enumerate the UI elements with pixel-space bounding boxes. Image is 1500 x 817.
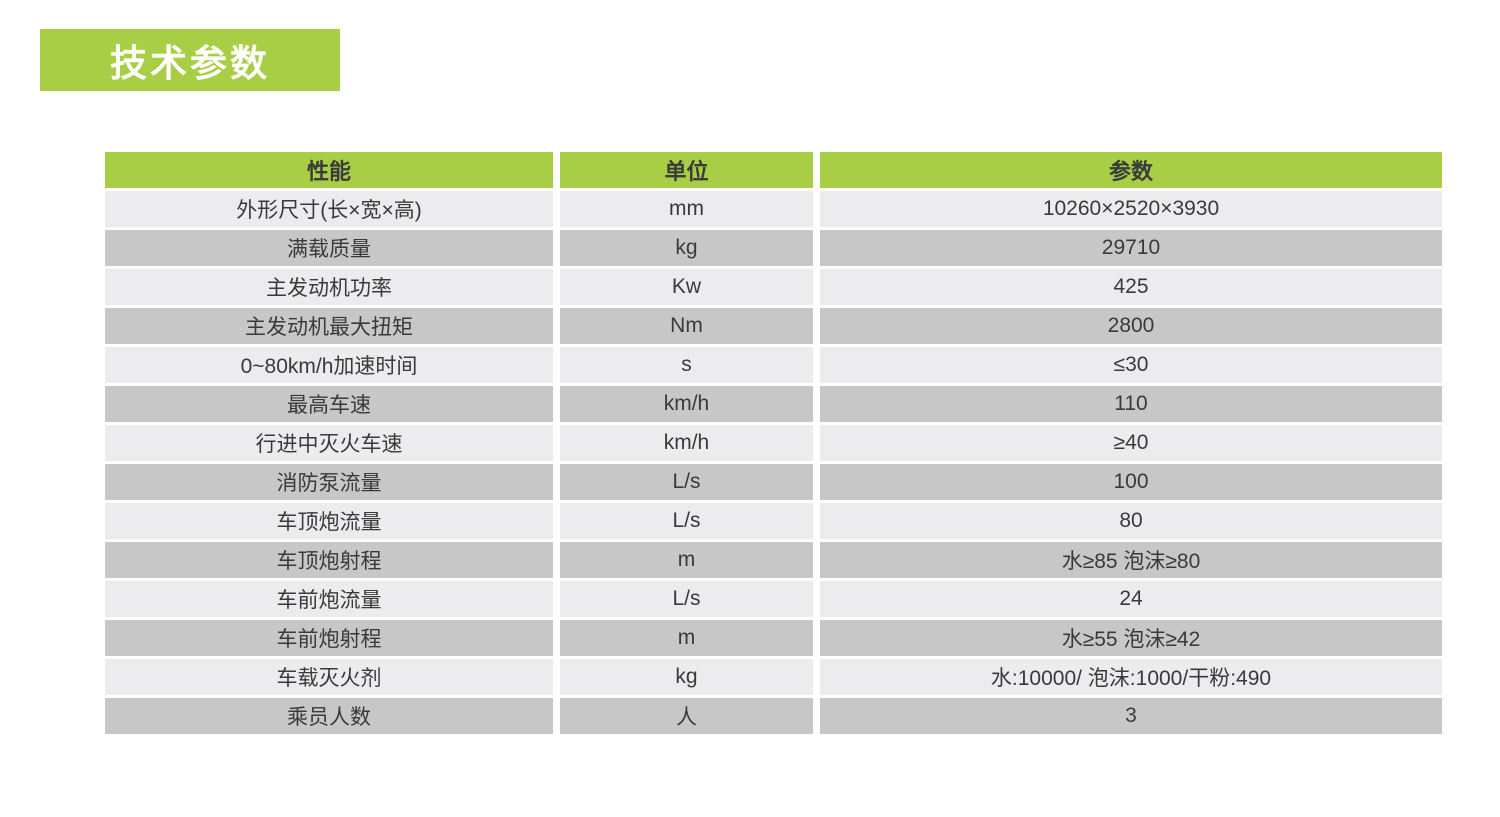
table-row: 车顶炮射程 m 水≥85 泡沫≥80 <box>105 542 1442 581</box>
column-header-parameter: 参数 <box>820 152 1442 191</box>
row-unit-cell: m <box>560 542 820 581</box>
row-unit-cell: km/h <box>560 386 820 425</box>
row-value-cell: 水≥85 泡沫≥80 <box>820 542 1442 581</box>
table-row: 主发动机功率 Kw 425 <box>105 269 1442 308</box>
row-unit-cell: 人 <box>560 698 820 737</box>
row-performance-cell: 满载质量 <box>105 230 560 269</box>
row-value-cell: 2800 <box>820 308 1442 347</box>
row-performance-cell: 消防泵流量 <box>105 464 560 503</box>
row-unit-cell: Kw <box>560 269 820 308</box>
row-performance-cell: 最高车速 <box>105 386 560 425</box>
table-row: 最高车速 km/h 110 <box>105 386 1442 425</box>
row-unit-cell: kg <box>560 230 820 269</box>
row-value-cell: ≤30 <box>820 347 1442 386</box>
row-unit-cell: m <box>560 620 820 659</box>
row-performance-cell: 车前炮射程 <box>105 620 560 659</box>
row-unit-cell: mm <box>560 191 820 230</box>
row-performance-cell: 外形尺寸(长×宽×高) <box>105 191 560 230</box>
table-row: 0~80km/h加速时间 s ≤30 <box>105 347 1442 386</box>
row-performance-cell: 行进中灭火车速 <box>105 425 560 464</box>
row-value-cell: 24 <box>820 581 1442 620</box>
row-performance-cell: 车前炮流量 <box>105 581 560 620</box>
row-value-cell: 425 <box>820 269 1442 308</box>
row-unit-cell: Nm <box>560 308 820 347</box>
column-header-unit: 单位 <box>560 152 820 191</box>
row-unit-cell: km/h <box>560 425 820 464</box>
table-row: 满载质量 kg 29710 <box>105 230 1442 269</box>
row-unit-cell: L/s <box>560 503 820 542</box>
row-unit-cell: L/s <box>560 581 820 620</box>
title-badge: 技术参数 <box>40 29 340 91</box>
table-body: 外形尺寸(长×宽×高) mm 10260×2520×3930 满载质量 kg 29710 主… <box>105 191 1442 737</box>
table-header: 性能 单位 参数 <box>105 152 1442 191</box>
row-unit-cell: kg <box>560 659 820 698</box>
table-row: 车顶炮流量 L/s 80 <box>105 503 1442 542</box>
row-performance-cell: 主发动机功率 <box>105 269 560 308</box>
row-value-cell: 水≥55 泡沫≥42 <box>820 620 1442 659</box>
table-row: 消防泵流量 L/s 100 <box>105 464 1442 503</box>
row-unit-cell: s <box>560 347 820 386</box>
row-value-cell: 110 <box>820 386 1442 425</box>
row-value-cell: 80 <box>820 503 1442 542</box>
row-performance-cell: 车顶炮流量 <box>105 503 560 542</box>
row-performance-cell: 主发动机最大扭矩 <box>105 308 560 347</box>
table-row: 乘员人数人 3 <box>105 698 1442 737</box>
row-performance-cell: 车载灭火剂 <box>105 659 560 698</box>
row-value-cell: ≥40 <box>820 425 1442 464</box>
table-row: 外形尺寸(长×宽×高) mm 10260×2520×3930 <box>105 191 1442 230</box>
column-header-performance: 性能 <box>105 152 560 191</box>
table-row: 行进中灭火车速 km/h ≥40 <box>105 425 1442 464</box>
row-value-cell: 10260×2520×3930 <box>820 191 1442 230</box>
table-row: 主发动机最大扭矩 Nm 2800 <box>105 308 1442 347</box>
table-row: 车前炮流量 L/s 24 <box>105 581 1442 620</box>
row-value-cell: 水:10000/ 泡沫:1000/干粉:490 <box>820 659 1442 698</box>
row-performance-cell: 乘员人数 <box>105 698 560 737</box>
row-value-cell: 3 <box>820 698 1442 737</box>
spec-table: 性能 单位 参数 外形尺寸(长×宽×高) mm 10260×2520×3930 满载质… <box>105 152 1442 737</box>
row-value-cell: 100 <box>820 464 1442 503</box>
row-performance-cell: 车顶炮射程 <box>105 542 560 581</box>
header-row: 性能 单位 参数 <box>105 152 1442 191</box>
row-unit-cell: L/s <box>560 464 820 503</box>
page-title: 技术参数 <box>110 43 270 84</box>
row-performance-cell: 0~80km/h加速时间 <box>105 347 560 386</box>
row-value-cell: 29710 <box>820 230 1442 269</box>
table-row: 车载灭火剂 kg 水:10000/ 泡沫:1000/干粉:490 <box>105 659 1442 698</box>
table-row: 车前炮射程 m 水≥55 泡沫≥42 <box>105 620 1442 659</box>
